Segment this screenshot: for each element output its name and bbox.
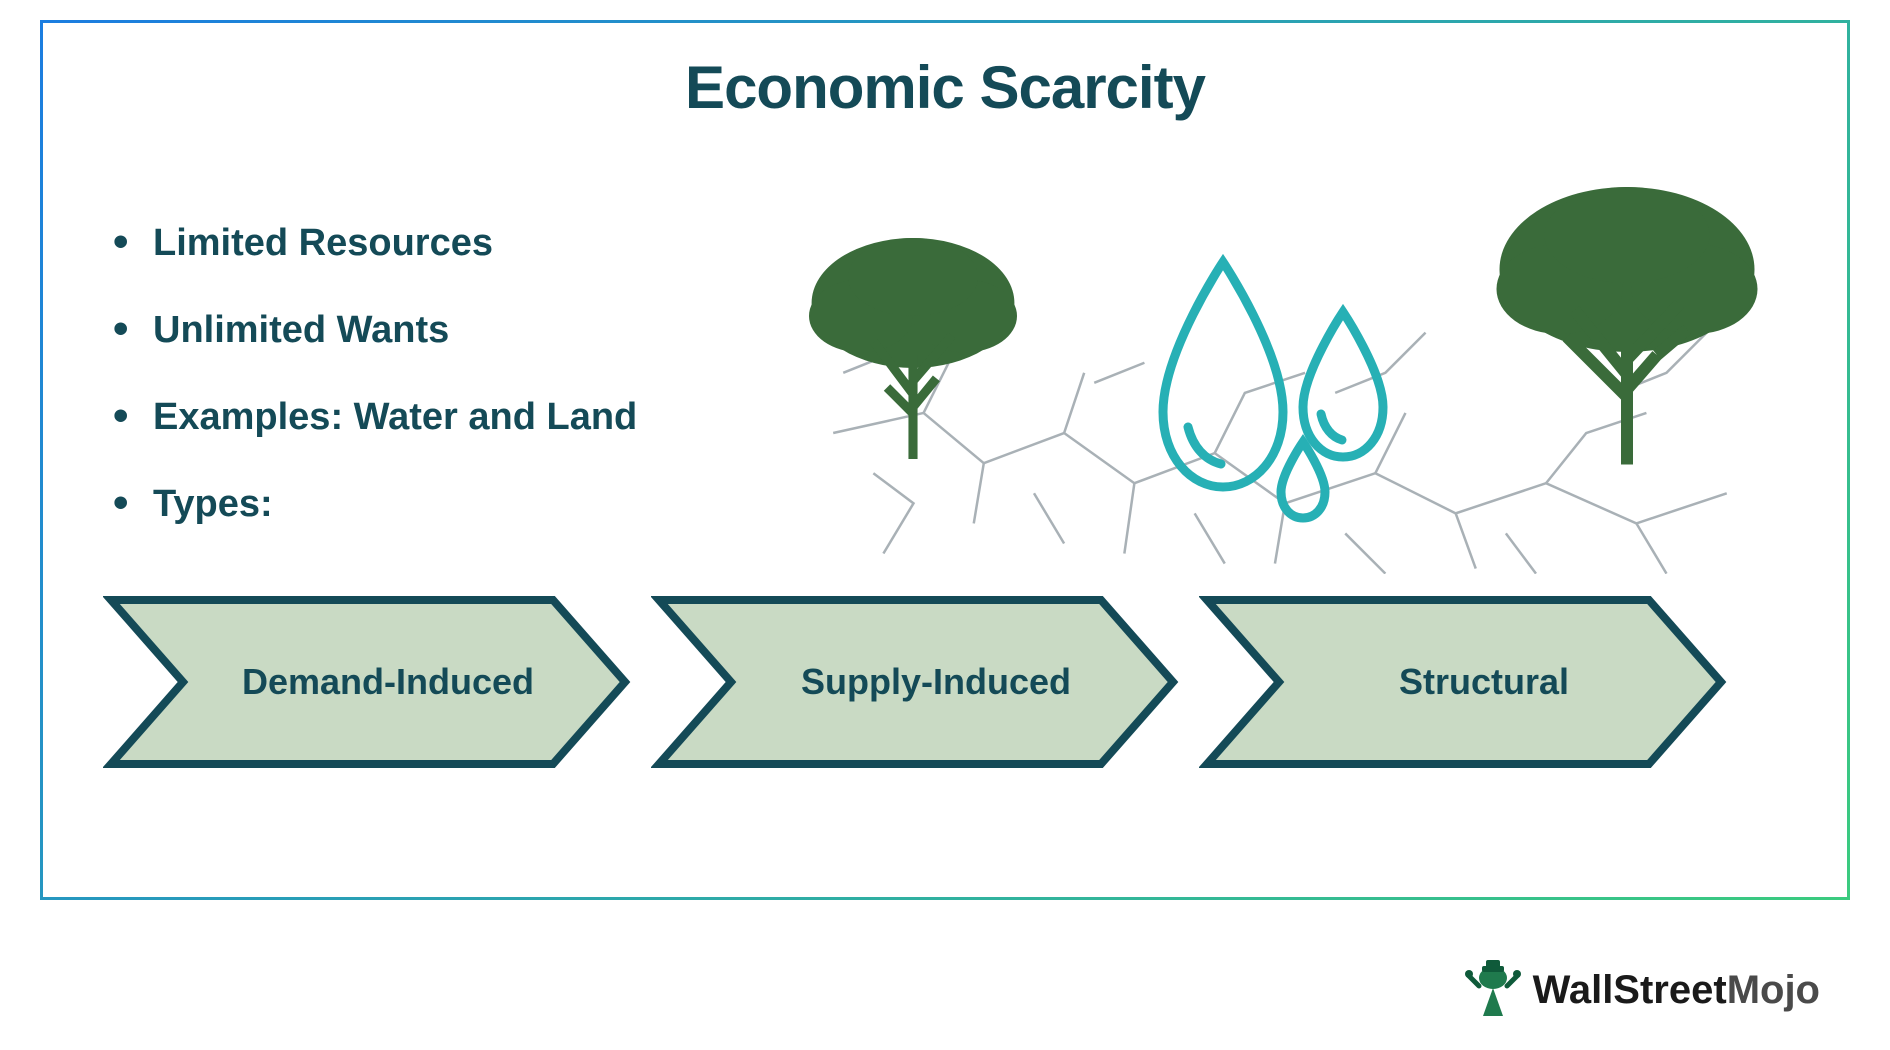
bullet-item: Unlimited Wants	[103, 309, 783, 352]
water-drops-icon	[1143, 242, 1423, 542]
chevron-label: Structural	[1199, 592, 1729, 772]
chevron-label: Supply-Induced	[651, 592, 1181, 772]
bullet-item: Examples: Water and Land	[103, 396, 783, 439]
content-row: Limited Resources Unlimited Wants Exampl…	[103, 172, 1787, 572]
tree-icon	[783, 212, 1043, 472]
brand-logo: WallStreetMojo	[1465, 958, 1820, 1022]
chevron-structural: Structural	[1199, 592, 1729, 772]
chevron-label: Demand-Induced	[103, 592, 633, 772]
logo-prefix: WallStreet	[1533, 968, 1727, 1012]
bullet-list: Limited Resources Unlimited Wants Exampl…	[103, 172, 783, 570]
chevron-row: Demand-Induced Supply-Induced Structural	[103, 592, 1787, 772]
logo-text: WallStreetMojo	[1533, 968, 1820, 1013]
page-title: Economic Scarcity	[103, 53, 1787, 122]
logo-suffix: Mojo	[1727, 968, 1820, 1012]
tree-icon	[1477, 172, 1777, 472]
infographic-frame: Economic Scarcity Limited Resources Unli…	[40, 20, 1850, 900]
logo-mascot-icon	[1465, 958, 1521, 1022]
bullet-item: Limited Resources	[103, 222, 783, 265]
chevron-supply-induced: Supply-Induced	[651, 592, 1181, 772]
chevron-demand-induced: Demand-Induced	[103, 592, 633, 772]
bullet-item: Types:	[103, 483, 783, 526]
scarcity-illustration	[783, 172, 1787, 572]
